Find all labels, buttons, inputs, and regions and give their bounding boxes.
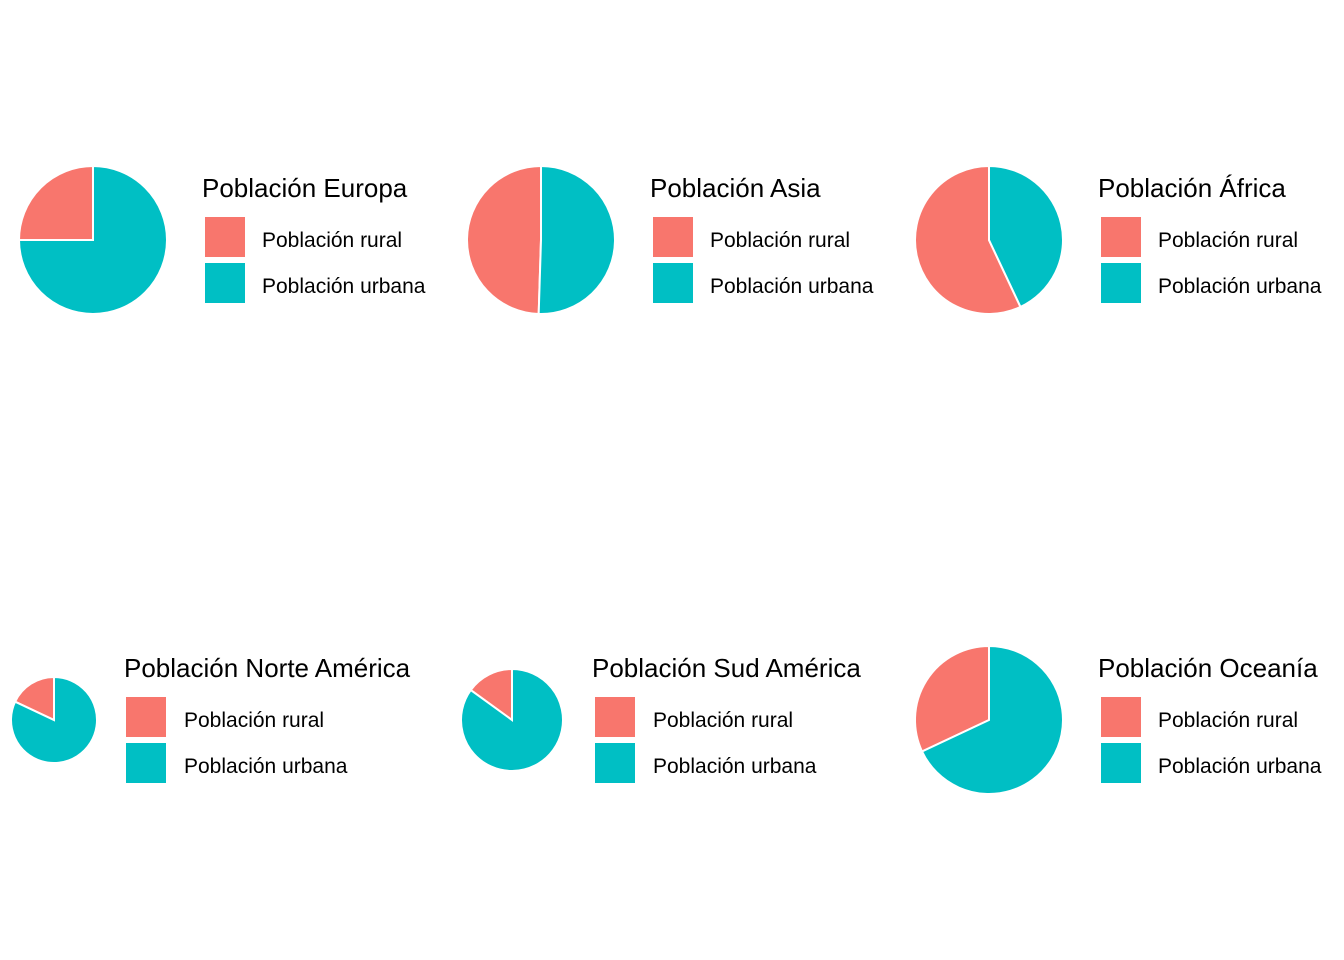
pie-slice-urbana-asia bbox=[537, 164, 616, 315]
panel-norte-america: Población Norte América Población rural … bbox=[10, 653, 411, 783]
legend-title-oceania: Población Oceanía bbox=[1098, 653, 1318, 683]
pie-oceania bbox=[914, 644, 1064, 795]
legend-label-urbana-oceania: Población urbana bbox=[1158, 755, 1322, 778]
legend-title-africa: Población África bbox=[1098, 173, 1286, 203]
legend-label-urbana-europa: Población urbana bbox=[262, 275, 426, 298]
pie-africa bbox=[914, 164, 1064, 315]
panel-asia: Población Asia Población rural Población… bbox=[466, 164, 874, 315]
legend-key-rural-oceania bbox=[1101, 697, 1141, 737]
legend-label-rural-europa: Población rural bbox=[262, 229, 402, 252]
pie-asia bbox=[466, 164, 616, 315]
pie-slice-rural-oceania bbox=[914, 644, 990, 753]
legend-label-urbana-africa: Población urbana bbox=[1158, 275, 1322, 298]
legend-title-sud-america: Población Sud América bbox=[592, 653, 861, 683]
pie-slice-urbana-africa bbox=[988, 164, 1064, 309]
legend-key-urbana-norte-america bbox=[126, 743, 166, 783]
pie-slice-rural-asia bbox=[466, 164, 542, 315]
legend-key-rural-asia bbox=[653, 217, 693, 257]
legend-title-asia: Población Asia bbox=[650, 173, 821, 203]
pie-slice-rural-africa bbox=[914, 164, 1022, 315]
pie-norte-america bbox=[10, 675, 98, 764]
panel-africa: Población África Población rural Poblaci… bbox=[914, 164, 1322, 315]
legend-label-rural-oceania: Población rural bbox=[1158, 709, 1298, 732]
pie-sud-america bbox=[460, 667, 564, 772]
legend-label-rural-sud-america: Población rural bbox=[653, 709, 793, 732]
legend-key-urbana-asia bbox=[653, 263, 693, 303]
pie-slice-rural-europa bbox=[17, 164, 94, 241]
pie-europa bbox=[17, 164, 168, 315]
legend-key-urbana-africa bbox=[1101, 263, 1141, 303]
panel-europa: Población Europa Población rural Poblaci… bbox=[17, 164, 426, 315]
legend-key-rural-norte-america bbox=[126, 697, 166, 737]
pie-slice-urbana-europa bbox=[17, 164, 168, 315]
panel-sud-america: Población Sud América Población rural Po… bbox=[460, 653, 861, 783]
legend-key-rural-africa bbox=[1101, 217, 1141, 257]
legend-key-urbana-oceania bbox=[1101, 743, 1141, 783]
legend-label-urbana-asia: Población urbana bbox=[710, 275, 874, 298]
legend-label-rural-asia: Población rural bbox=[710, 229, 850, 252]
pie-slice-urbana-oceania bbox=[920, 644, 1064, 795]
legend-label-urbana-norte-america: Población urbana bbox=[184, 755, 348, 778]
legend-key-rural-europa bbox=[205, 217, 245, 257]
legend-key-rural-sud-america bbox=[595, 697, 635, 737]
pie-slice-urbana-norte-america bbox=[10, 675, 98, 764]
pie-slice-urbana-sud-america bbox=[460, 667, 564, 772]
legend-title-europa: Población Europa bbox=[202, 173, 408, 203]
legend-label-urbana-sud-america: Población urbana bbox=[653, 755, 817, 778]
legend-title-norte-america: Población Norte América bbox=[124, 653, 411, 683]
legend-label-rural-norte-america: Población rural bbox=[184, 709, 324, 732]
legend-label-rural-africa: Población rural bbox=[1158, 229, 1298, 252]
panel-oceania: Población Oceanía Población rural Poblac… bbox=[914, 644, 1322, 795]
legend-key-urbana-europa bbox=[205, 263, 245, 303]
legend-key-urbana-sud-america bbox=[595, 743, 635, 783]
